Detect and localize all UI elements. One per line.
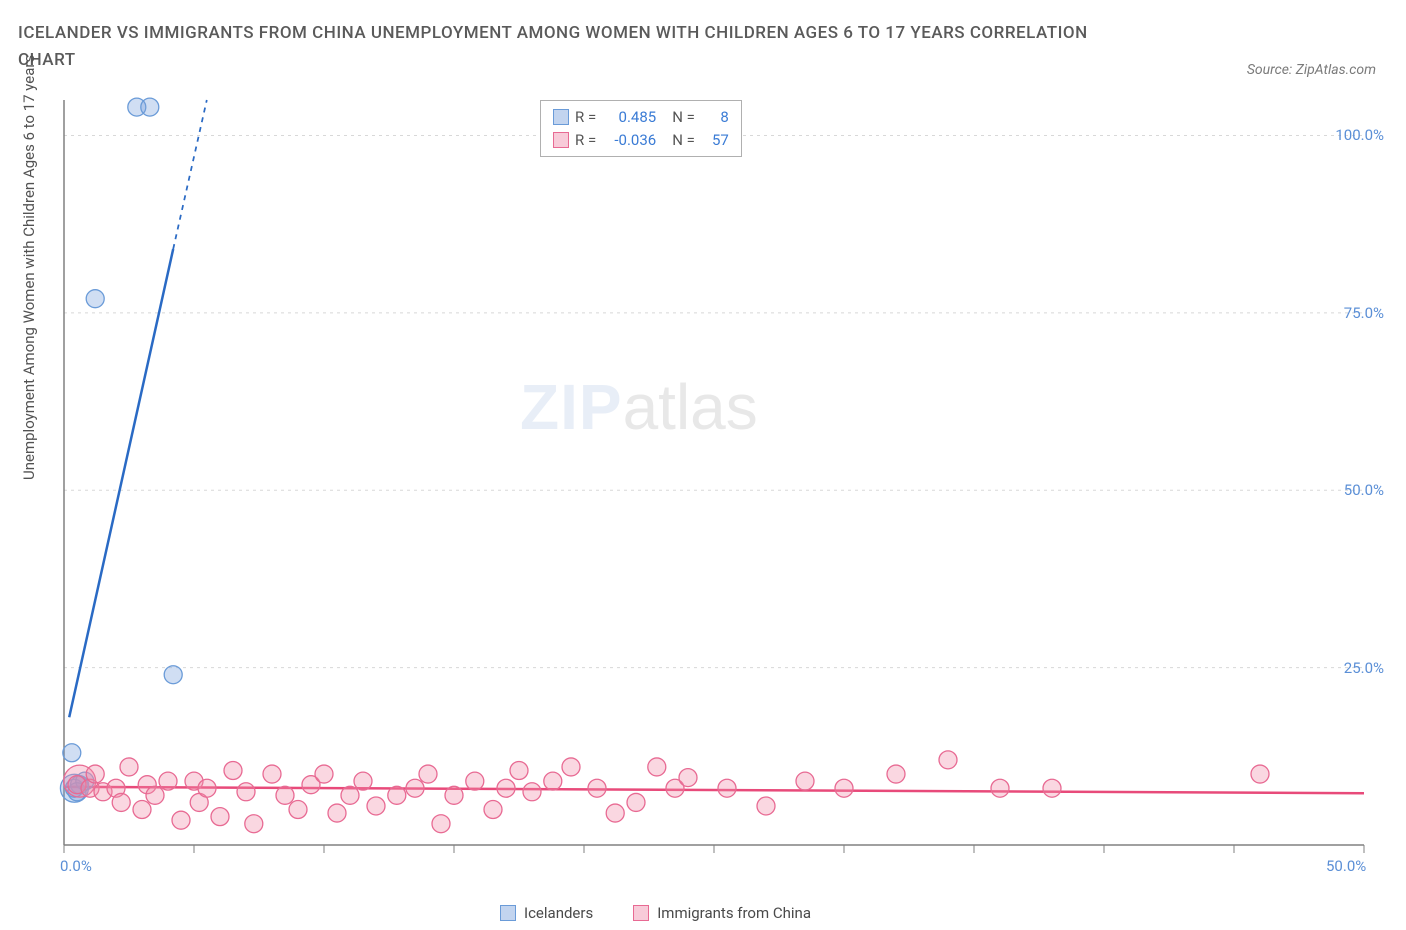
y-axis-label: Unemployment Among Women with Children A… — [20, 55, 38, 480]
x-tick-label: 0.0% — [60, 857, 92, 875]
legend-stats: R = 0.485 N = 8 R = -0.036 N = 57 — [540, 100, 742, 157]
n-value: 8 — [701, 106, 729, 129]
y-tick-label: 50.0% — [1344, 481, 1384, 499]
legend-stat-row: R = 0.485 N = 8 — [553, 106, 729, 129]
chart-svg — [54, 95, 1384, 865]
legend-swatch — [633, 905, 649, 921]
r-value: -0.036 — [602, 129, 656, 152]
header: ICELANDER VS IMMIGRANTS FROM CHINA UNEMP… — [18, 20, 1386, 74]
legend-stat-row: R = -0.036 N = 57 — [553, 129, 729, 152]
r-label: R = — [575, 106, 596, 129]
legend-series-item: Icelanders — [500, 904, 593, 922]
n-value: 57 — [701, 129, 729, 152]
r-value: 0.485 — [602, 106, 656, 129]
y-tick-label: 25.0% — [1344, 659, 1384, 677]
legend-swatch — [553, 132, 569, 148]
legend-series: Icelanders Immigrants from China — [500, 904, 811, 922]
legend-series-label: Icelanders — [524, 904, 593, 922]
n-label: N = — [672, 106, 695, 129]
legend-swatch — [553, 109, 569, 125]
legend-series-label: Immigrants from China — [657, 904, 811, 922]
legend-swatch — [500, 905, 516, 921]
r-label: R = — [575, 129, 596, 152]
x-tick-label: 50.0% — [1326, 857, 1366, 875]
chart-title: ICELANDER VS IMMIGRANTS FROM CHINA UNEMP… — [18, 20, 1118, 74]
legend-series-item: Immigrants from China — [633, 904, 811, 922]
plot-area: 25.0%50.0%75.0%100.0%0.0%50.0% — [54, 95, 1384, 865]
y-tick-label: 100.0% — [1335, 126, 1384, 144]
y-tick-label: 75.0% — [1344, 304, 1384, 322]
n-label: N = — [672, 129, 695, 152]
source-attribution: Source: ZipAtlas.com — [1247, 62, 1376, 78]
